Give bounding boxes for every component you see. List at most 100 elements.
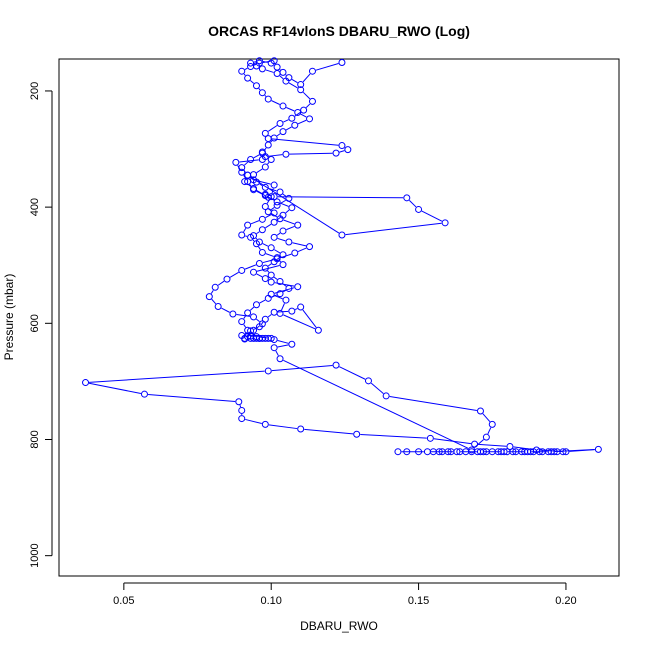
series-line-segment [267,314,272,318]
data-point [241,334,249,342]
data-point [250,268,258,276]
series-line-segment [243,73,246,76]
data-point [288,114,296,122]
data-point [252,301,260,309]
data-point [250,171,258,179]
data-point [276,355,284,363]
data-point [258,89,266,97]
series-line-segment [262,60,271,63]
series-line-segment [265,253,274,257]
series-line-segment [276,217,281,221]
data-point [506,442,514,450]
series-line-segment [246,332,252,337]
series-line-segment [267,162,270,165]
data-point [279,68,287,76]
series-line-segment [305,103,311,108]
series-line-segment [244,264,257,270]
data-point [211,283,219,291]
data-point [285,74,293,82]
series-line-segment [294,308,298,311]
data-point [344,146,352,154]
data-point [261,129,269,137]
data-point [426,434,434,442]
data-point [338,58,346,66]
series-line-segment [277,237,286,242]
data-point [276,119,284,127]
series-line-segment [339,366,366,380]
series-line-segment [256,190,266,197]
series-line-segment [243,315,247,319]
series-line-segment [250,80,255,84]
data-point [282,150,290,158]
data-point [261,163,269,171]
data-point [264,294,272,302]
series-line-segment [259,299,266,304]
data-point [403,194,411,202]
series-line-segment [281,303,285,311]
series-line-segment [221,307,230,313]
series-line-segment [264,94,267,97]
series-line-segment [280,202,289,207]
data-point [294,283,302,291]
data-point [297,81,305,89]
x-tick-label: 0.20 [555,595,576,607]
data-point [264,334,272,342]
data-point [308,97,316,105]
y-tick-label: 400 [29,198,41,216]
series-line-segment [276,133,281,137]
series-line-segment [253,154,260,159]
data-point [291,121,299,129]
series-line-segment [243,227,247,233]
series-line-segment [88,382,142,394]
series-line-segment [89,370,265,383]
data-point [332,361,340,369]
data-point [261,334,269,342]
data-point [276,290,284,298]
series-line-segment [409,200,417,208]
data-point [444,448,452,456]
series-line-segment [271,364,333,372]
series-line-segment [250,176,340,234]
data-point [247,155,255,163]
series-line-segment [244,67,248,70]
series-line-segment [279,75,284,80]
data-point [297,425,305,433]
data-point [261,264,269,272]
series-line-segment [250,220,260,225]
series-line-segment [256,325,260,329]
data-point [232,158,240,166]
data-point [509,448,517,456]
x-axis-label: DBARU_RWO [300,619,378,633]
series-line-segment [256,168,263,174]
series-line-segment [210,290,214,294]
data-point [270,218,278,226]
series-line-segment [277,344,289,348]
series-line-segment [283,119,289,123]
data-point [270,134,278,142]
data-point [423,448,431,456]
data-point [258,148,266,156]
data-point [308,67,316,75]
series-line-segment [345,222,442,236]
data-point [261,192,269,200]
series-line-segment [302,91,311,100]
series-line-segment [285,209,290,214]
data-point [244,221,252,229]
data-point [338,142,346,150]
data-point [482,433,490,441]
data-point [279,128,287,136]
data-point [264,208,272,216]
data-point [294,221,302,229]
data-point [264,367,272,375]
data-point [562,448,570,456]
x-tick-label: 0.15 [408,595,429,607]
series-line-segment [229,271,239,278]
series-line-segment [274,249,281,254]
series-line-segment [250,177,254,181]
data-point [250,313,258,321]
data-point [488,420,496,428]
series-line-segment [268,187,277,192]
series-line-segment [217,280,225,286]
data-point [238,164,246,172]
data-point [270,308,278,316]
